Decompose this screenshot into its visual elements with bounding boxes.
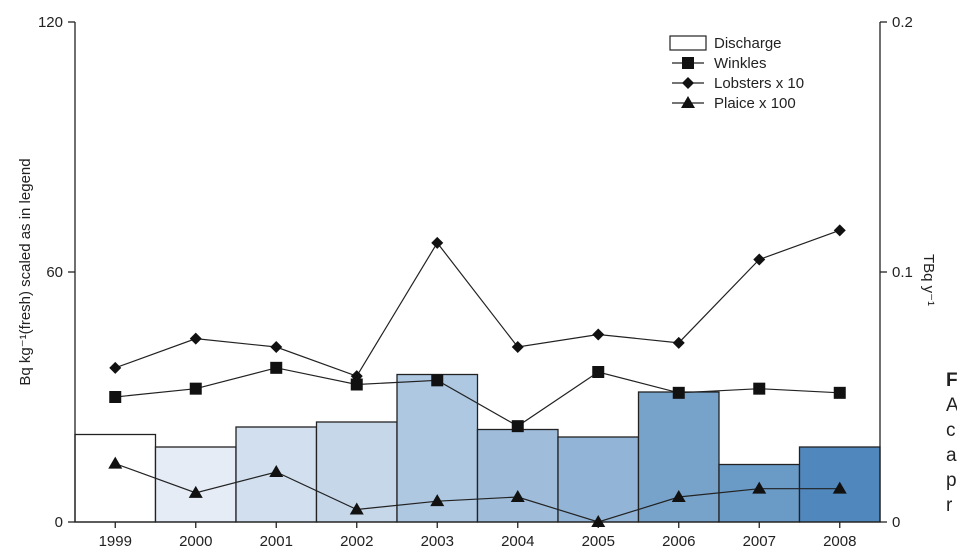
point-triangle — [681, 96, 695, 108]
discharge-bar — [476, 428, 559, 523]
axes: 0 60 120 0 0.1 0.2 1999 2000 2001 2002 2003 2004 200… — [17, 14, 937, 550]
point-square — [592, 366, 605, 378]
series-lines — [108, 224, 847, 527]
x-tick-label: 2008 — [823, 533, 856, 550]
x-tick-label: 2000 — [179, 533, 212, 550]
point-triangle — [832, 481, 847, 494]
point-square — [753, 382, 766, 395]
point-diamond — [189, 332, 202, 345]
x-tick-label: 2002 — [340, 533, 373, 550]
point-square — [270, 361, 283, 374]
discharge-bars — [74, 373, 881, 523]
series-line — [115, 229, 840, 377]
x-tick-label: 2006 — [662, 533, 695, 550]
y-axis-title-right: TBq y⁻¹ — [920, 254, 937, 306]
point-diamond — [511, 341, 524, 353]
point-square — [672, 386, 685, 399]
point-square — [431, 374, 444, 387]
point-square — [350, 378, 363, 391]
point-triangle — [188, 485, 203, 498]
x-tick-label: 2003 — [421, 533, 454, 550]
side-caption-line: r — [946, 495, 953, 516]
series-line — [115, 463, 840, 523]
point-diamond — [350, 370, 363, 383]
series-line — [115, 367, 840, 427]
discharge-bar — [74, 433, 157, 523]
point-triangle — [752, 481, 767, 494]
point-diamond — [592, 328, 605, 341]
legend-label: Plaice x 100 — [714, 95, 796, 112]
side-caption: F A c a p r — [946, 368, 957, 518]
side-caption-line: A — [946, 395, 957, 416]
point-triangle — [269, 465, 284, 477]
point-diamond — [833, 224, 846, 237]
point-square — [189, 382, 202, 395]
point-square — [109, 391, 122, 403]
legend-swatch-discharge — [669, 35, 707, 51]
x-tick-label: 2007 — [743, 533, 776, 550]
y-tick-label-right: 0 — [892, 514, 900, 531]
side-caption-line: F — [946, 370, 957, 391]
x-tick-label: 2005 — [582, 533, 615, 550]
discharge-bar — [557, 436, 640, 523]
legend-label: Winkles — [714, 55, 767, 72]
legend-label: Lobsters x 10 — [714, 75, 804, 92]
x-tick-label: 2004 — [501, 533, 534, 550]
side-caption-line: c — [946, 420, 956, 441]
point-diamond — [672, 336, 685, 349]
point-diamond — [270, 341, 283, 353]
side-caption-line: p — [946, 470, 957, 491]
point-triangle — [591, 515, 606, 527]
y-tick-label-right: 0.1 — [892, 264, 913, 281]
point-diamond — [109, 361, 122, 374]
point-triangle — [671, 490, 686, 502]
legend: Discharge Winkles Lobsters x 10 Plaice x 10… — [669, 35, 804, 112]
point-triangle — [349, 502, 364, 515]
discharge-bar — [154, 446, 237, 523]
point-square — [833, 386, 846, 399]
x-tick-label: 1999 — [99, 533, 132, 550]
point-triangle — [108, 456, 123, 469]
point-triangle — [430, 494, 445, 507]
x-tick-label: 2001 — [260, 533, 293, 550]
point-diamond — [753, 253, 766, 266]
point-diamond — [682, 77, 694, 89]
y-axis-title-left: Bq kg⁻¹(fresh) scaled as in legend — [17, 158, 34, 385]
side-caption-line: a — [946, 445, 957, 466]
y-tick-label-left: 0 — [55, 514, 63, 531]
y-tick-label-right: 0.2 — [892, 14, 913, 31]
point-diamond — [431, 236, 444, 249]
y-tick-label-left: 60 — [46, 264, 63, 281]
legend-label: Discharge — [714, 35, 782, 52]
point-square — [682, 57, 694, 69]
y-tick-label-left: 120 — [38, 14, 63, 31]
point-triangle — [510, 490, 525, 502]
discharge-bar — [637, 391, 720, 523]
point-square — [511, 420, 524, 433]
